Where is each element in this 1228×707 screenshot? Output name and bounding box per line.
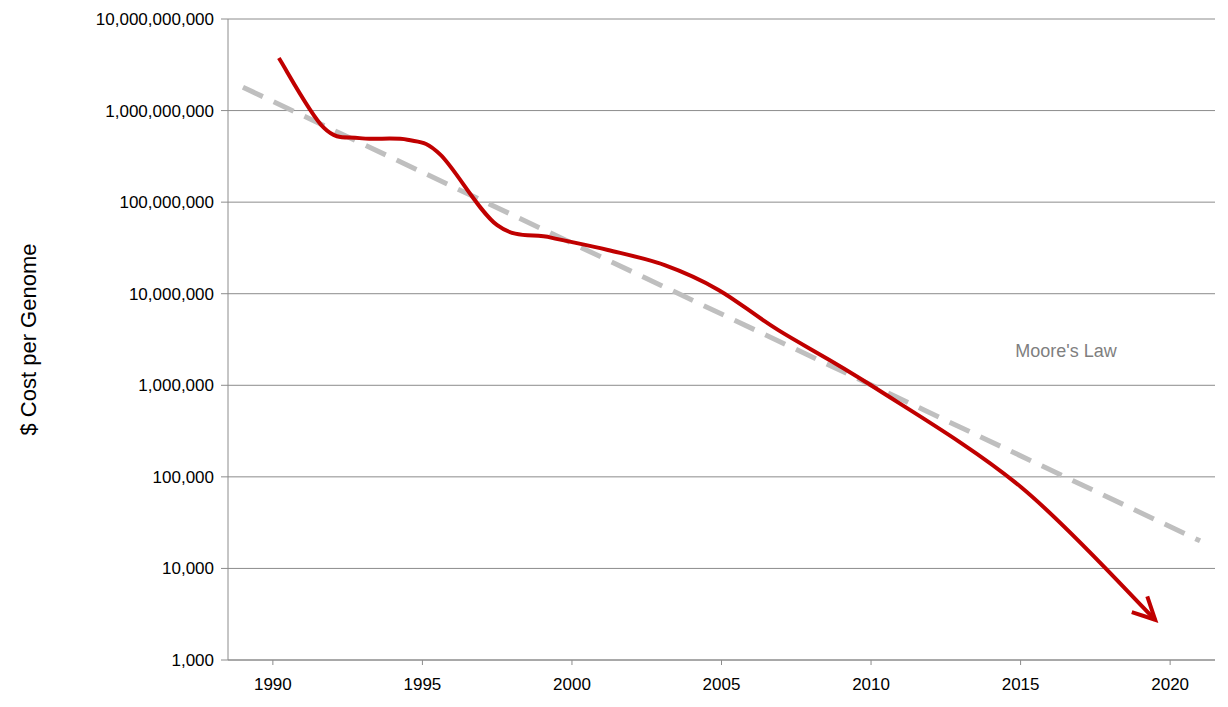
x-tick-label: 2015 bbox=[1002, 675, 1040, 694]
tick-mark bbox=[221, 202, 228, 203]
tick-mark bbox=[221, 385, 228, 386]
y-tick-label: 100,000 bbox=[153, 468, 214, 487]
background bbox=[0, 0, 1228, 707]
grid-line bbox=[228, 19, 1215, 20]
grid-line bbox=[228, 110, 1215, 111]
tick-mark bbox=[221, 568, 228, 569]
y-tick-label: 1,000,000 bbox=[138, 376, 214, 395]
x-tick-label: 2005 bbox=[703, 675, 741, 694]
tick-mark bbox=[871, 660, 872, 665]
y-tick-label: 10,000,000,000 bbox=[96, 10, 214, 29]
grid-line bbox=[228, 202, 1215, 203]
y-tick-label: 1,000,000,000 bbox=[105, 102, 214, 121]
series-line bbox=[279, 58, 1155, 620]
grid-line bbox=[228, 568, 1215, 569]
tick-mark bbox=[221, 660, 228, 661]
x-tick-label: 2020 bbox=[1151, 675, 1189, 694]
grid-line bbox=[228, 476, 1215, 477]
y-tick-label: 10,000,000 bbox=[129, 285, 214, 304]
tick-mark bbox=[221, 476, 228, 477]
x-tick-label: 2000 bbox=[553, 675, 591, 694]
tick-mark bbox=[221, 293, 228, 294]
grid-line bbox=[228, 660, 1215, 661]
y-tick-label: 1,000 bbox=[171, 651, 214, 670]
x-tick-label: 1995 bbox=[403, 675, 441, 694]
plot-area bbox=[243, 58, 1200, 620]
y-axis-title: $ Cost per Genome bbox=[16, 244, 41, 436]
y-axis bbox=[228, 19, 229, 660]
y-tick-label: 10,000 bbox=[162, 559, 214, 578]
x-axis bbox=[228, 660, 1215, 661]
x-tick-label: 1990 bbox=[254, 675, 292, 694]
grid-line bbox=[228, 385, 1215, 386]
tick-mark bbox=[721, 660, 722, 665]
tick-mark bbox=[221, 19, 228, 20]
tick-mark bbox=[221, 110, 228, 111]
y-tick-label: 100,000,000 bbox=[119, 193, 214, 212]
tick-mark bbox=[1170, 660, 1171, 665]
chart: 1,000 10,000 100,000 1,000,000 10,000,000 100… bbox=[0, 0, 1228, 707]
series-label: Moore's Law bbox=[1015, 341, 1117, 361]
series-line bbox=[243, 87, 1200, 541]
x-tick-label: 2010 bbox=[852, 675, 890, 694]
tick-mark bbox=[272, 660, 273, 665]
tick-mark bbox=[571, 660, 572, 665]
tick-mark bbox=[422, 660, 423, 665]
arrowhead bbox=[1132, 596, 1155, 619]
tick-mark bbox=[1020, 660, 1021, 665]
